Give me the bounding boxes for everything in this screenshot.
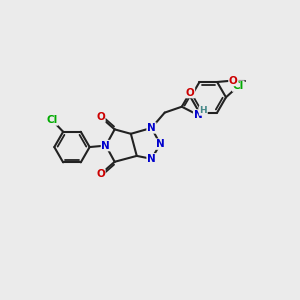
Text: N: N	[101, 141, 110, 151]
Text: Cl: Cl	[233, 81, 244, 91]
Text: O: O	[96, 169, 105, 179]
Text: N: N	[156, 139, 165, 149]
Text: O: O	[186, 88, 194, 98]
Text: O: O	[96, 112, 105, 122]
Text: Cl: Cl	[46, 115, 58, 125]
Text: N: N	[194, 110, 202, 120]
Text: N: N	[147, 154, 156, 164]
Text: H: H	[200, 106, 207, 115]
Text: O: O	[229, 76, 238, 85]
Text: N: N	[147, 123, 156, 133]
